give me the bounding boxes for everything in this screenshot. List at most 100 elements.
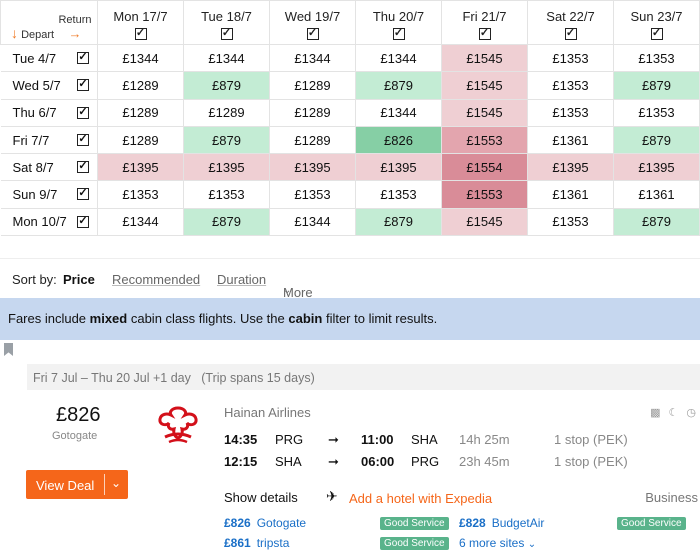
price-cell[interactable]: £1344 <box>97 207 184 237</box>
price-cell[interactable]: £879 <box>355 71 442 100</box>
depart-date-checkbox[interactable]: ✓ <box>77 187 89 201</box>
depart-date-checkbox[interactable]: ✓ <box>77 214 89 228</box>
price-cell[interactable]: £1395 <box>183 153 270 182</box>
return-date-checkbox[interactable]: ✓ <box>392 27 405 40</box>
arrow-right-icon: ➞ <box>328 454 339 469</box>
price-cell[interactable]: £1353 <box>183 180 270 209</box>
sort-recommended[interactable]: Recommended <box>112 272 201 287</box>
depart-date-label: Thu 6/7 <box>12 105 57 121</box>
price-cell[interactable]: £1353 <box>527 207 614 237</box>
add-hotel-link[interactable]: Add a hotel with Expedia <box>349 491 493 506</box>
return-date-checkbox[interactable]: ✓ <box>220 27 233 40</box>
price-cell[interactable]: £1344 <box>97 43 184 73</box>
matrix-row: Tue 4/7 ✓ £1344 £1344 £1344 £1344 £1545 £1353 £1… <box>0 43 700 73</box>
price-cell[interactable]: £1554 <box>441 153 528 182</box>
price-cell[interactable]: £1395 <box>527 153 614 182</box>
price-cell[interactable]: £1353 <box>97 180 184 209</box>
price-cell[interactable]: £1395 <box>97 153 184 182</box>
departure-time: 14:35 <box>224 432 258 447</box>
sort-duration[interactable]: Duration <box>217 272 267 287</box>
price-cell[interactable]: £1361 <box>613 180 700 209</box>
flight-stops: 1 stop (PEK) <box>554 454 628 469</box>
sort-price[interactable]: Price <box>63 272 95 287</box>
return-date-label: Mon 17/7 <box>113 9 168 24</box>
return-date-checkbox[interactable]: ✓ <box>134 27 147 40</box>
price-cell[interactable]: £1395 <box>269 153 356 182</box>
flight-duration: 23h 45m <box>459 454 510 469</box>
arrow-right-icon: → <box>68 26 82 41</box>
price-cell[interactable]: £879 <box>613 207 700 237</box>
price-matrix: Return → ↓ Depart Mon 17/7 ✓ Tue 18/7 ✓ Wed … <box>0 0 700 237</box>
price-cell[interactable]: £879 <box>183 207 270 237</box>
depart-date-header: Tue 4/7 ✓ <box>0 43 98 73</box>
price-cell[interactable]: £1545 <box>441 43 528 73</box>
price-cell[interactable]: £1545 <box>441 207 528 237</box>
good-service-badge: Good Service <box>380 517 449 530</box>
price-cell[interactable]: £1289 <box>269 98 356 127</box>
price-cell[interactable]: £1289 <box>183 98 270 127</box>
flight-duration: 14h 25m <box>459 432 510 447</box>
price-cell[interactable]: £1289 <box>269 71 356 100</box>
arrow-right-icon: ➞ <box>328 432 339 447</box>
chevron-down-icon[interactable]: ⌄ <box>111 476 122 490</box>
provider-gotogate[interactable]: £826 Gotogate <box>224 516 307 530</box>
return-date-label: Fri 21/7 <box>462 9 507 24</box>
return-date-checkbox[interactable]: ✓ <box>306 27 319 40</box>
price-cell[interactable]: £879 <box>183 125 270 155</box>
depart-date-checkbox[interactable]: ✓ <box>77 160 89 174</box>
more-sites-link[interactable]: 6 more sites ⌄ <box>459 536 537 550</box>
price-cell[interactable]: £879 <box>613 125 700 155</box>
depart-date-header: Fri 7/7 ✓ <box>0 125 98 155</box>
price-cell[interactable]: £1545 <box>441 98 528 127</box>
price-cell[interactable]: £1353 <box>527 43 614 73</box>
price-cell[interactable]: £879 <box>613 71 700 100</box>
good-service-badge: Good Service <box>617 517 686 530</box>
price-cell[interactable]: £1353 <box>613 98 700 127</box>
price-cell[interactable]: £879 <box>183 71 270 100</box>
bookmark-icon[interactable] <box>4 343 13 356</box>
return-date-checkbox[interactable]: ✓ <box>478 27 491 40</box>
price-cell[interactable]: £1289 <box>269 125 356 155</box>
plane-icon: ✈ <box>326 488 338 504</box>
price-cell[interactable]: £1361 <box>527 125 614 155</box>
price-cell[interactable]: £1553 <box>441 180 528 209</box>
price-cell[interactable]: £1344 <box>355 43 442 73</box>
price-cell[interactable]: £1353 <box>355 180 442 209</box>
price-cell[interactable]: £1353 <box>613 43 700 73</box>
price-cell[interactable]: £1289 <box>97 71 184 100</box>
price-cell[interactable]: £879 <box>355 207 442 237</box>
depart-date-checkbox[interactable]: ✓ <box>77 51 89 64</box>
return-date-checkbox[interactable]: ✓ <box>650 27 663 40</box>
price-cell[interactable]: £826 <box>355 125 442 155</box>
return-date-checkbox[interactable]: ✓ <box>564 27 577 40</box>
flight-stops: 1 stop (PEK) <box>554 432 628 447</box>
provider-tripsta[interactable]: £861 tripsta <box>224 536 290 550</box>
price-cell[interactable]: £1353 <box>527 71 614 100</box>
price-cell[interactable]: £1344 <box>269 43 356 73</box>
price-cell[interactable]: £1395 <box>355 153 442 182</box>
arrival-time: 06:00 <box>361 454 395 469</box>
depart-date-checkbox[interactable]: ✓ <box>77 105 89 119</box>
price-cell[interactable]: £1344 <box>355 98 442 127</box>
price-cell[interactable]: £1545 <box>441 71 528 100</box>
show-details-link[interactable]: Show details <box>224 490 298 505</box>
price-cell[interactable]: £1361 <box>527 180 614 209</box>
matrix-corner: Return → ↓ Depart <box>0 0 98 45</box>
price-cell[interactable]: £1353 <box>269 180 356 209</box>
price-cell[interactable]: £1395 <box>613 153 700 182</box>
price-cell[interactable]: £1289 <box>97 98 184 127</box>
depart-date-checkbox[interactable]: ✓ <box>77 132 89 146</box>
departure-airport: PRG <box>275 432 304 447</box>
return-date-header: Sun 23/7 ✓ <box>613 0 700 45</box>
price-cell[interactable]: £1289 <box>97 125 184 155</box>
price-cell[interactable]: £1344 <box>269 207 356 237</box>
price-cell[interactable]: £1344 <box>183 43 270 73</box>
matrix-row: Sun 9/7 ✓ £1353 £1353 £1353 £1353 £1553 £1361 £1… <box>0 180 700 209</box>
price-cell[interactable]: £1553 <box>441 125 528 155</box>
provider-budgetair[interactable]: £828 BudgetAir <box>459 516 545 530</box>
depart-date-checkbox[interactable]: ✓ <box>77 78 89 92</box>
price-cell[interactable]: £1353 <box>527 98 614 127</box>
view-deal-button[interactable]: View Deal ⌄ <box>26 470 128 499</box>
outbound-leg: 14:35 PRG ➞ 11:00 SHA 14h 25m 1 stop (PE… <box>224 432 694 450</box>
return-date-header: Tue 18/7 ✓ <box>183 0 270 45</box>
